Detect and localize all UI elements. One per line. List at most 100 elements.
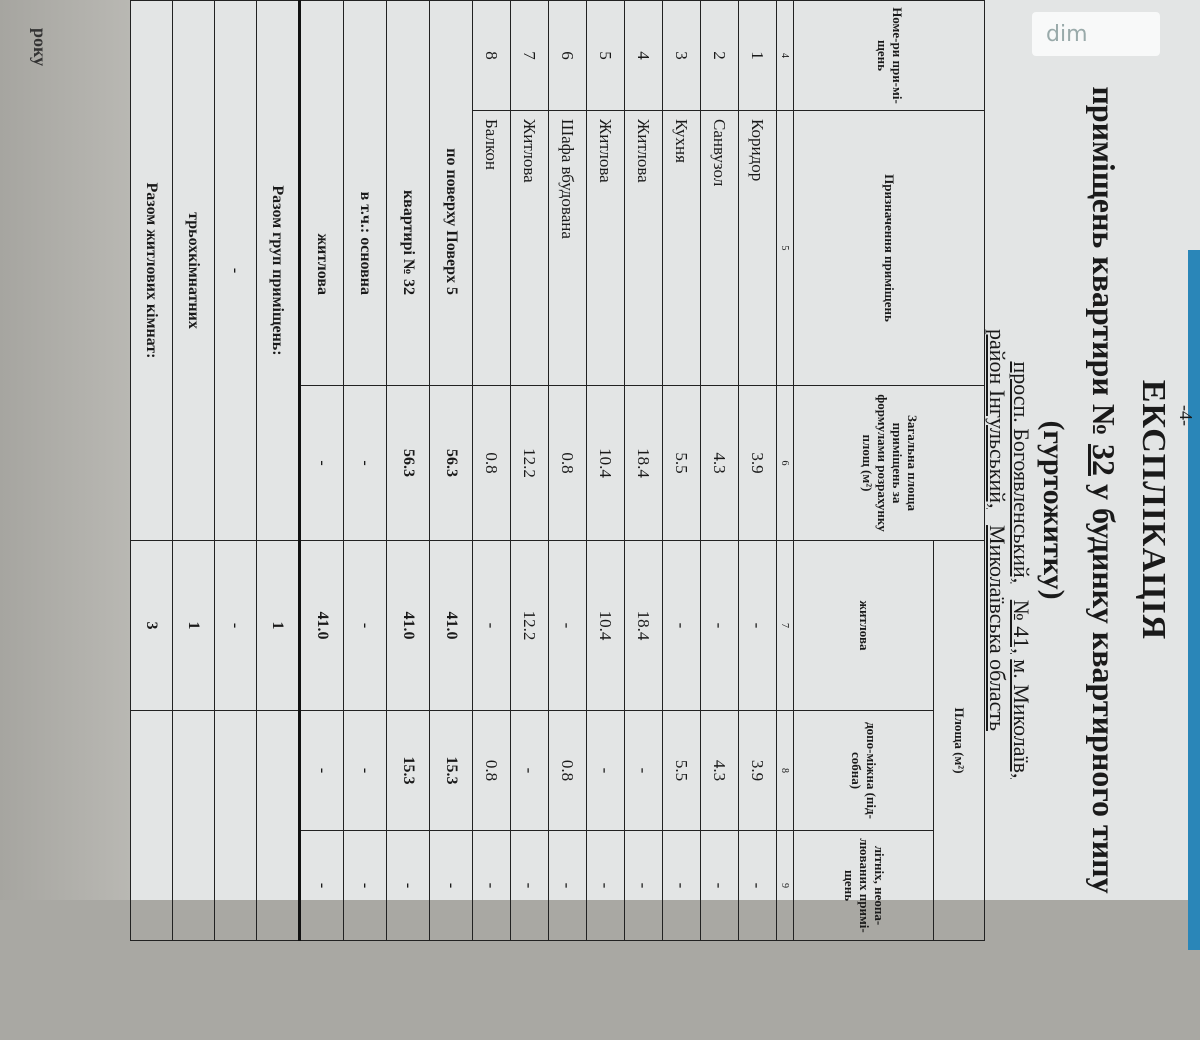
- table-cell: 41.0: [299, 540, 344, 711]
- table-cell: 6: [548, 0, 587, 111]
- table-cell: 0.8: [548, 385, 587, 541]
- table-cell: 3.9: [738, 710, 777, 831]
- table-cell: -: [624, 710, 663, 831]
- table-cell: Балкон: [472, 110, 511, 386]
- house-number: № 41,: [1009, 599, 1034, 654]
- street: просп. Богоявленський,: [1009, 361, 1034, 584]
- header-total: Загальна площа приміщень за формулами ро…: [793, 385, 985, 541]
- table-cell: -: [386, 830, 430, 941]
- table-cell: 4.3: [700, 385, 739, 541]
- table-cell: 4: [624, 0, 663, 111]
- footer-fragment: року: [30, 28, 50, 67]
- document-title: ЕКСПЛІКАЦІЯ: [1135, 379, 1172, 641]
- table-cell: житлова: [299, 0, 344, 386]
- table-cell: 5: [586, 0, 625, 111]
- page-shadow: [0, 0, 130, 900]
- city: м. Миколаїв,: [1009, 659, 1034, 779]
- table-row: 4 Житлова 18.4 18.4- -: [624, 0, 663, 941]
- table-cell: -: [510, 830, 549, 941]
- table-cell: -: [299, 830, 344, 941]
- count-row: Разом житлових кімнат: 3: [130, 0, 173, 941]
- table-cell: Житлова: [624, 110, 663, 386]
- table-row: 6 Шафа вбудована 0.8-0.8-: [548, 0, 587, 941]
- summary-row: квартирі № 32 56.3 41.0 15.3-: [386, 0, 430, 941]
- table-cell: -: [343, 710, 387, 831]
- count-row: Разом груп приміщень: 1: [256, 0, 300, 941]
- table-cell: Шафа вбудована: [548, 110, 587, 386]
- table-cell: [130, 710, 173, 941]
- table-cell: 12.2: [510, 385, 549, 541]
- table-cell: -: [624, 830, 663, 941]
- table-cell: -: [548, 540, 587, 711]
- table-cell: 10.4: [586, 540, 625, 711]
- table-cell: 0.8: [472, 710, 511, 831]
- table-cell: квартирі № 32: [386, 0, 430, 386]
- table-cell: -: [700, 540, 739, 711]
- header-summer: літніх, неопа-люваних примі-щень: [793, 830, 934, 941]
- table-cell: -: [299, 385, 344, 541]
- table-cell: -: [472, 830, 511, 941]
- table-cell: 4.3: [700, 710, 739, 831]
- table-cell: -: [586, 830, 625, 941]
- summary-row: по поверху Поверх 5 56.3 41.0 15.3-: [429, 0, 473, 941]
- column-number: 9: [776, 830, 794, 941]
- table-cell: Коридор: [738, 110, 777, 386]
- table-cell: [172, 710, 215, 941]
- table-cell: -: [472, 540, 511, 711]
- table-cell: -: [738, 830, 777, 941]
- table-row: 7 Житлова 12.2 12.2- -: [510, 0, 549, 941]
- district: район Інгульський,: [985, 329, 1010, 509]
- table-row: 2 Санвузол 4.3-4.3-: [700, 0, 739, 941]
- table-cell: 5.5: [662, 385, 701, 541]
- column-number-row: 4 5 6 7 8 9: [776, 0, 794, 941]
- watermark-logo: dim: [1032, 12, 1160, 56]
- header-area: Площа (м²): [933, 540, 985, 941]
- header-number: Номе-ри при-мі-щень: [793, 0, 985, 111]
- table-cell: 7: [510, 0, 549, 111]
- table-cell: 1: [256, 540, 300, 711]
- header-row: Номе-ри при-мі-щень Призначення приміщен…: [793, 0, 985, 941]
- count-row: трьохкімнатних 1: [172, 0, 215, 941]
- count-row: --: [214, 0, 257, 941]
- header-living: житлова: [793, 540, 934, 711]
- table-cell: 3.9: [738, 385, 777, 541]
- table-cell: по поверху Поверх 5: [429, 0, 473, 386]
- table-cell: 18.4: [624, 540, 663, 711]
- table-row: 5 Житлова 10.4 10.4- -: [586, 0, 625, 941]
- apartment-number: 32: [1086, 443, 1122, 476]
- table-cell: 56.3: [429, 385, 473, 541]
- table-cell: Житлова: [586, 110, 625, 386]
- document-subtitle: приміщень квартири № 32 у будинку кварти…: [1085, 0, 1122, 1040]
- table-cell: 0.8: [548, 710, 587, 831]
- region: Миколаївська область: [985, 525, 1010, 731]
- table-cell: -: [214, 0, 257, 541]
- table-cell: Житлова: [510, 110, 549, 386]
- header-auxiliary: допо-міжна (під-собна): [793, 710, 934, 831]
- header-purpose: Призначення приміщень: [793, 110, 985, 386]
- table-cell: -: [429, 830, 473, 941]
- column-number: 7: [776, 540, 794, 711]
- table-cell: 18.4: [624, 385, 663, 541]
- table-cell: -: [343, 540, 387, 711]
- table-cell: -: [214, 540, 257, 711]
- explication-table: Номе-ри при-мі-щень Призначення приміщен…: [130, 0, 985, 941]
- table-cell: 2: [700, 0, 739, 111]
- table-cell: 5.5: [662, 710, 701, 831]
- column-number: 8: [776, 710, 794, 831]
- summary-row: в т.ч.: основна - - - -: [343, 0, 387, 941]
- page-number: -4-: [1176, 405, 1196, 426]
- document-page: -4- ЕКСПЛІКАЦІЯ приміщень квартири № 32 …: [0, 0, 1200, 950]
- address-line: просп. Богоявленський, № 41, м. Миколаїв…: [1008, 120, 1034, 1020]
- table-row: 8 Балкон 0.8-0.8-: [472, 0, 511, 941]
- table-cell: Кухня: [662, 110, 701, 386]
- table-cell: 15.3: [386, 710, 430, 831]
- table-cell: Санвузол: [700, 110, 739, 386]
- district-line: район Інгульський, Миколаївська область: [984, 80, 1010, 980]
- table-cell: -: [586, 710, 625, 831]
- table-cell: [214, 710, 257, 941]
- table-cell: [256, 710, 300, 941]
- table-cell: в т.ч.: основна: [343, 0, 387, 386]
- table-cell: 8: [472, 0, 511, 111]
- subtitle-suffix: у будинку квартирного типу: [1086, 483, 1122, 894]
- table-cell: 10.4: [586, 385, 625, 541]
